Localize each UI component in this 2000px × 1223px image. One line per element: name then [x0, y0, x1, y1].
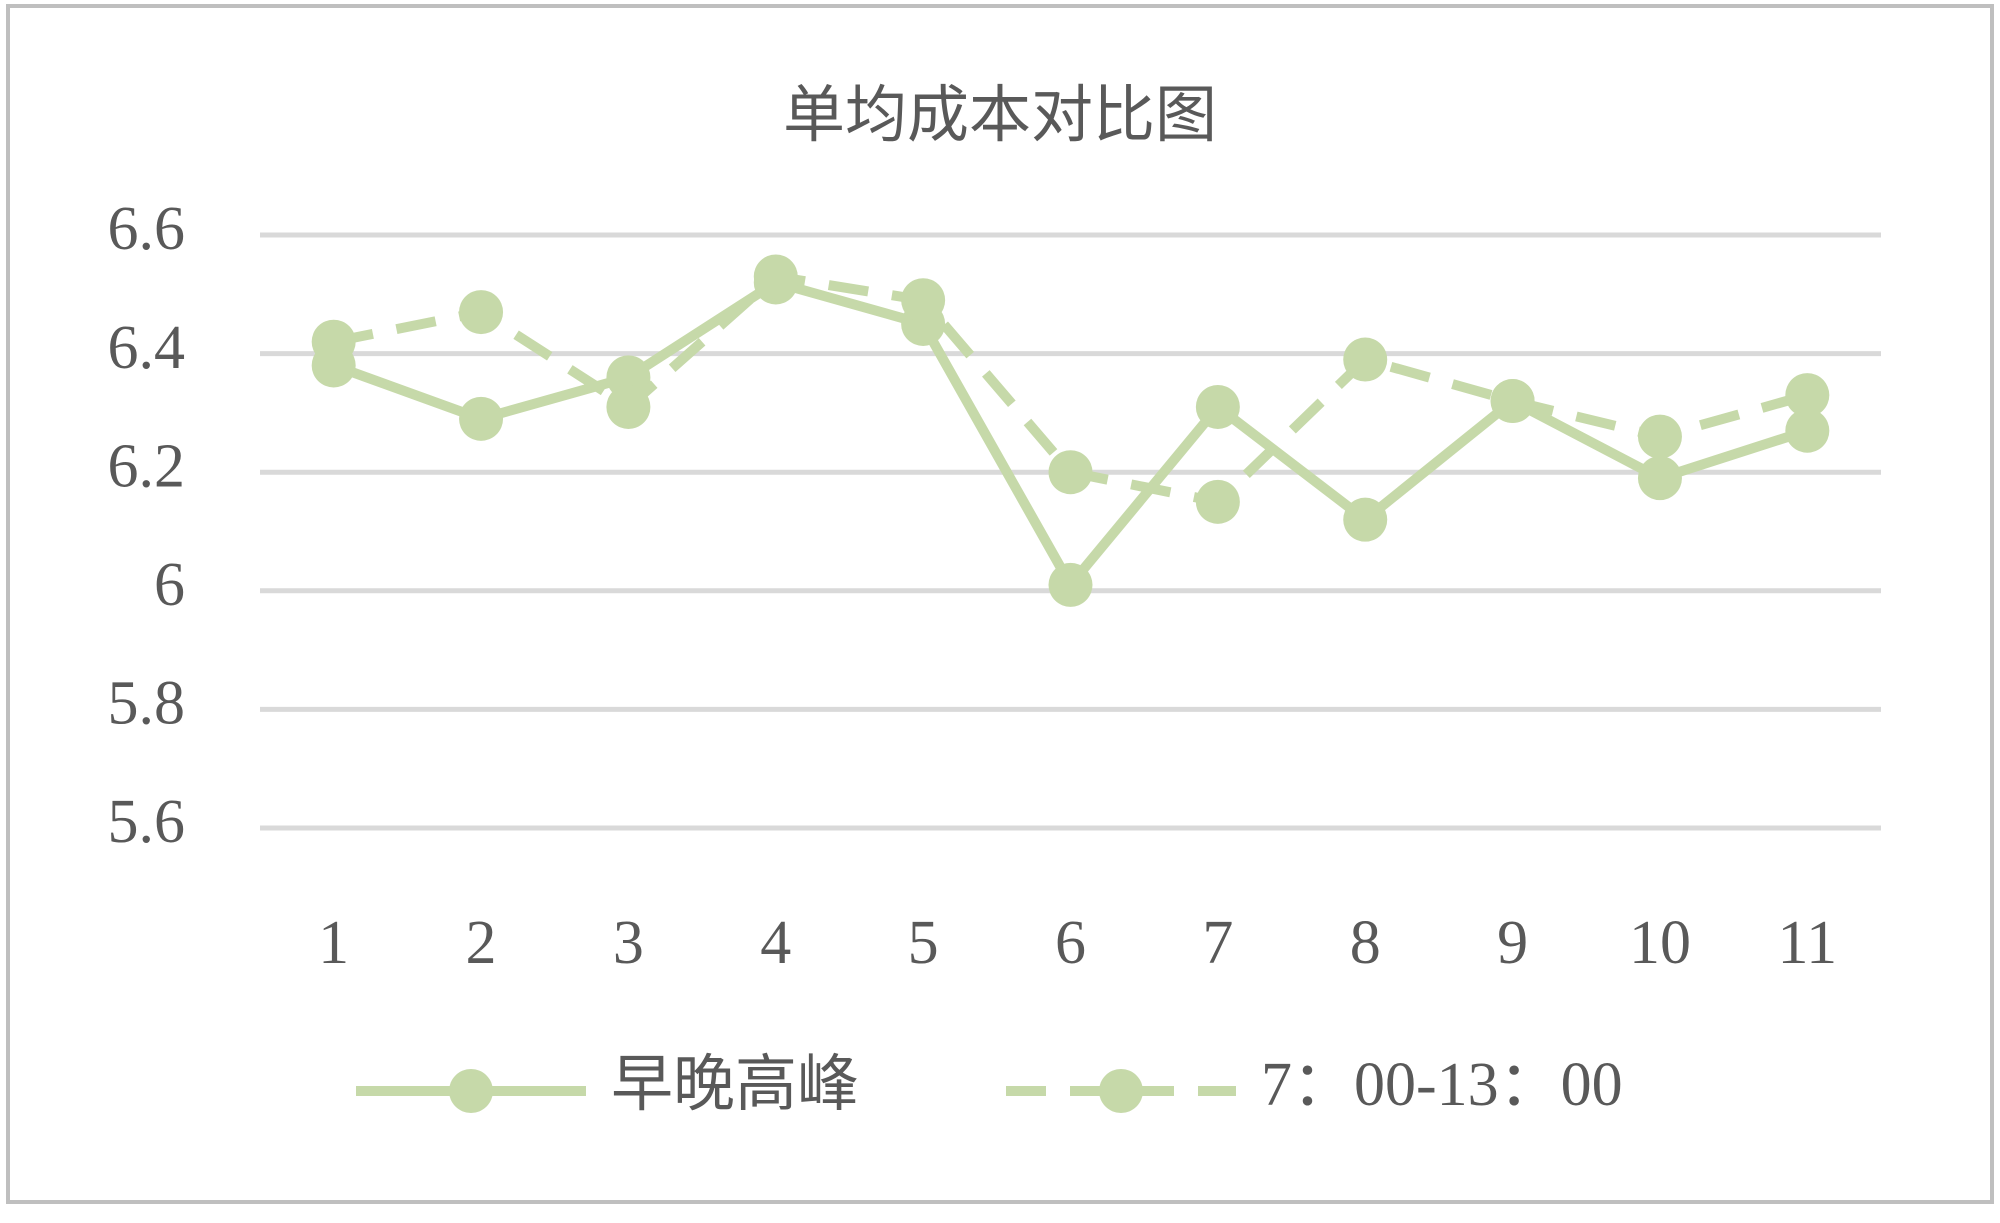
data-point [1195, 384, 1240, 429]
data-point [753, 254, 798, 299]
x-tick-label: 8 [1350, 909, 1381, 977]
x-tick-label: 1 [318, 909, 349, 977]
y-tick-label: 6.6 [108, 195, 186, 263]
data-point [1343, 497, 1388, 542]
data-point [1785, 408, 1830, 453]
data-point [1637, 456, 1682, 501]
x-tick-label: 7 [1202, 909, 1233, 977]
y-tick-label: 6.2 [108, 432, 186, 500]
legend-label: 早晚高峰 [611, 1051, 859, 1119]
x-tick-label: 2 [466, 909, 497, 977]
data-point [1048, 450, 1093, 495]
x-tick-label: 10 [1629, 909, 1691, 977]
x-tick-label: 4 [760, 909, 791, 977]
y-tick-label: 5.6 [108, 788, 186, 856]
chart-title: 单均成本对比图 [783, 82, 1217, 150]
legend-marker [449, 1069, 493, 1113]
legend-label: 7：00-13：00 [1261, 1051, 1623, 1119]
data-point [1637, 414, 1682, 459]
legend-marker [1099, 1069, 1143, 1113]
x-tick-label: 5 [908, 909, 939, 977]
chart-border [6, 4, 1994, 1204]
x-tick-label: 3 [613, 909, 644, 977]
y-tick-label: 5.8 [108, 670, 186, 738]
data-point [459, 290, 504, 335]
y-tick-label: 6.4 [108, 314, 186, 382]
data-point [901, 278, 946, 323]
data-point [1785, 373, 1830, 418]
data-point [606, 384, 651, 429]
x-tick-label: 6 [1055, 909, 1086, 977]
data-point [311, 319, 356, 364]
data-point [1048, 562, 1093, 607]
x-tick-label: 9 [1497, 909, 1528, 977]
data-point [459, 396, 504, 441]
x-tick-label: 11 [1777, 909, 1837, 977]
data-point [1195, 479, 1240, 524]
data-point [1490, 379, 1535, 424]
y-tick-label: 6 [154, 551, 185, 619]
data-point [1343, 337, 1388, 382]
